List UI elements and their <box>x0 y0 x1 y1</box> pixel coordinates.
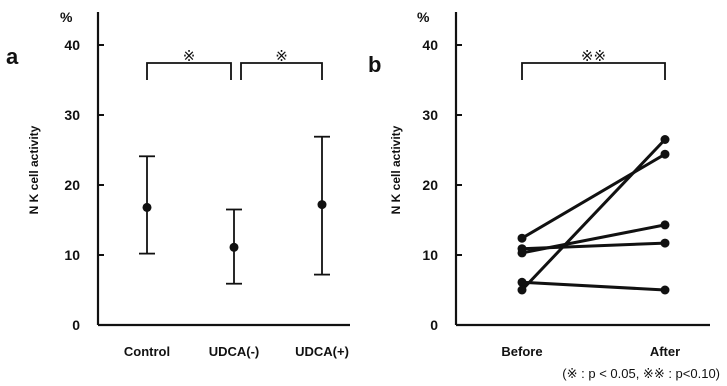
panel-b-y-unit: % <box>417 9 430 25</box>
panel-b-y-tick-label: 0 <box>430 317 438 333</box>
panel-b-series-line <box>521 152 666 240</box>
panel-b-point-before <box>517 277 527 287</box>
panel-b-y-tick-label: 40 <box>422 37 438 53</box>
panel-b-significance-mark: ※※ <box>581 48 606 65</box>
panel-a-label: a <box>6 44 19 69</box>
panel-a-mean-point <box>317 200 327 210</box>
panel-a-y-tick-label: 10 <box>64 247 80 263</box>
panel-a-significance-mark: ※ <box>183 48 196 65</box>
panel-a: 0 10 20 30 40% N K cell activity a Control UDCA(… <box>6 9 350 359</box>
panel-b-label: b <box>368 52 381 77</box>
panel-a-mean-point <box>142 202 152 212</box>
panel-b-y-tick-label: 20 <box>422 177 438 193</box>
panel-a-y-tick-label: 30 <box>64 107 80 123</box>
panel-b-category-label: After <box>650 344 680 359</box>
panel-b-point-after <box>660 149 670 159</box>
panel-a-significance-bracket <box>146 62 232 80</box>
panel-b-point-before <box>517 285 527 295</box>
panel-a-y-unit: % <box>60 9 73 25</box>
panel-b-series-line <box>521 280 666 292</box>
panel-b-point-before <box>517 248 527 258</box>
panel-b-category-label: Before <box>501 344 542 359</box>
panel-b-point-after <box>660 238 670 248</box>
panel-a-category-label: UDCA(-) <box>209 344 260 359</box>
panel-a-y-label: N K cell activity <box>27 125 41 214</box>
panel-b-point-before <box>517 233 527 243</box>
panel-a-y-tick-label: 0 <box>72 317 80 333</box>
footnote: (※ : p < 0.05, ※※ : p<0.10) <box>562 366 720 381</box>
panel-b-series-line <box>521 223 666 255</box>
panel-b-significance-bracket <box>521 62 666 80</box>
panel-b-point-after <box>660 135 670 144</box>
panel-a-category-label: UDCA(+) <box>295 344 349 359</box>
panel-b-point-after <box>660 220 670 230</box>
panel-b-y-tick-label: 10 <box>422 247 438 263</box>
panel-a-significance-mark: ※ <box>275 48 288 65</box>
panel-b-y-tick-label: 30 <box>422 107 438 123</box>
panel-a-mean-point <box>229 242 239 252</box>
panel-b-series-line <box>520 138 667 292</box>
panel-a-y-tick-label: 20 <box>64 177 80 193</box>
panel-a-category-label: Control <box>124 344 170 359</box>
panel-b-point-after <box>660 285 670 295</box>
panel-a-y-tick-label: 40 <box>64 37 80 53</box>
panel-b-y-label: N K cell activity <box>389 125 403 214</box>
panel-b: 0 10 20 30 40% N K cell activity b Before After ※… <box>368 9 710 359</box>
panel-a-significance-bracket <box>240 62 323 80</box>
